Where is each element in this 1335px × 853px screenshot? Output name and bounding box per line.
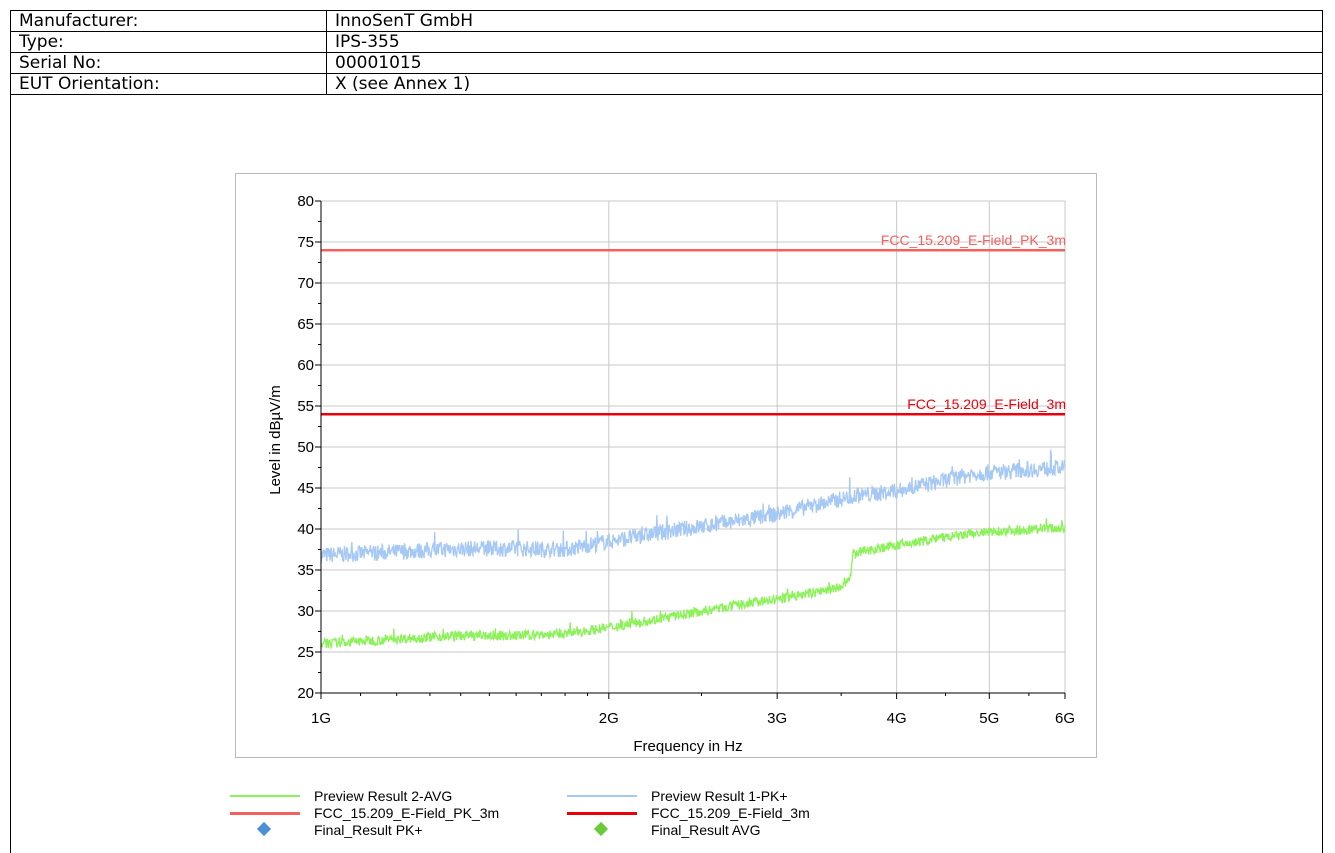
manufacturer-label: Manufacturer: [10,10,327,32]
limit-line-label: FCC_15.209_E-Field_PK_3m [881,232,1066,248]
legend-swatch [230,821,300,838]
legend-label: Preview Result 1-PK+ [651,788,788,804]
series-layer [320,449,1066,651]
emission-chart: FCC_15.209_E-Field_PK_3m FCC_15.209_E-Fie… [267,193,1075,755]
x-tick-label: 3G [767,710,787,727]
legend-swatch [230,788,300,804]
y-tick-label: 35 [297,562,314,579]
legend-swatch [567,788,637,804]
serial-value: 00001015 [326,52,1323,74]
chart-panel: FCC_15.209_E-Field_PK_3m FCC_15.209_E-Fie… [235,173,1097,758]
table-row: Manufacturer: InnoSenT GmbH [10,10,1323,32]
x-axis-label: Frequency in Hz [633,738,742,755]
x-tick-label: 2G [599,710,619,727]
y-tick-label: 60 [297,357,314,374]
table-row: Type: IPS-355 [10,31,1323,53]
y-tick-label: 55 [297,398,314,415]
x-tick-label: 4G [887,710,907,727]
axes: 20 25 30 35 40 45 50 55 60 65 70 75 80 1G 2G 3G 4G 5G 6G [297,193,1075,727]
info-table: Manufacturer: InnoSenT GmbH Type: IPS-35… [10,10,1323,95]
legend-label: FCC_15.209_E-Field_PK_3m [314,805,500,821]
y-tick-label: 40 [297,521,314,538]
legend-label: Final_Result PK+ [314,822,423,838]
legend-label: FCC_15.209_E-Field_3m [651,805,810,821]
x-tick-label: 1G [311,710,331,727]
type-label: Type: [10,31,327,53]
type-value: IPS-355 [326,31,1323,53]
legend-swatch [567,821,637,838]
orientation-value: X (see Annex 1) [326,73,1323,95]
y-tick-label: 20 [297,685,314,702]
y-axis-label: Level in dBµV/m [267,385,284,495]
x-tick-label: 6G [1055,710,1075,727]
x-tick-label: 5G [979,710,999,727]
legend-swatch [230,805,300,821]
table-row: Serial No: 00001015 [10,52,1323,74]
y-tick-label: 45 [297,480,314,497]
chart-legend: Preview Result 2-AVG Preview Result 1-PK… [230,788,930,848]
y-tick-label: 50 [297,439,314,456]
diamond-icon [593,821,609,837]
table-row: EUT Orientation: X (see Annex 1) [10,73,1323,95]
y-tick-label: 25 [297,644,314,661]
legend-label: Final_Result AVG [651,822,761,838]
series-line [320,518,1066,651]
limit-layer: FCC_15.209_E-Field_PK_3m FCC_15.209_E-Fie… [321,232,1066,416]
orientation-label: EUT Orientation: [10,73,327,95]
legend-label: Preview Result 2-AVG [314,788,453,804]
manufacturer-value: InnoSenT GmbH [326,10,1323,32]
diamond-icon [256,821,272,837]
y-tick-label: 75 [297,234,314,251]
grid [320,200,1066,694]
legend-swatch [567,805,637,821]
y-tick-label: 80 [297,193,314,210]
y-tick-label: 30 [297,603,314,620]
serial-label: Serial No: [10,52,327,74]
y-tick-label: 70 [297,275,314,292]
series-line [320,449,1066,564]
limit-line-label: FCC_15.209_E-Field_3m [907,396,1066,412]
y-tick-label: 65 [297,316,314,333]
